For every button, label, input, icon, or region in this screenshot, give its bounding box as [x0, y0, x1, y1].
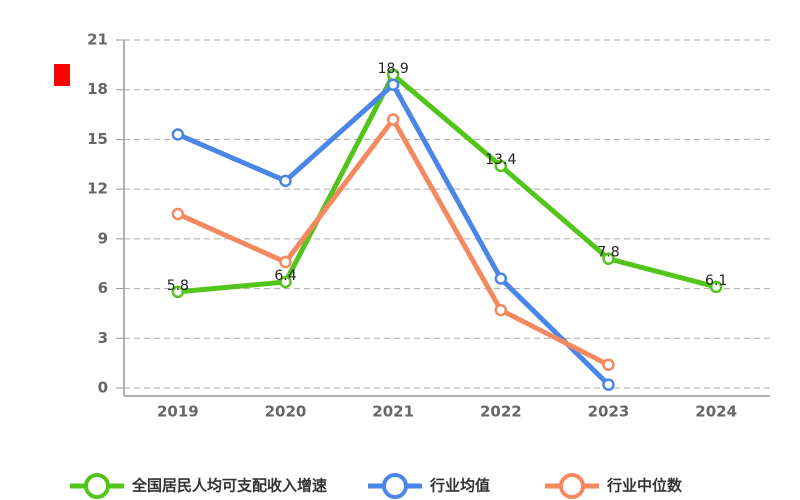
x-tick-label: 2023	[588, 403, 630, 421]
point	[494, 303, 508, 317]
point	[709, 280, 723, 294]
legend-marker	[84, 473, 110, 499]
data-label: 18.9	[378, 61, 409, 77]
legend-marker	[382, 473, 408, 499]
point	[279, 174, 292, 188]
y-tick-label: 3	[98, 329, 108, 347]
legend-label: 行业中位数	[606, 477, 683, 495]
point	[386, 113, 400, 126]
y-tick-label: 18	[87, 80, 108, 98]
y-tick-label: 6	[98, 279, 108, 297]
x-tick-label: 2021	[372, 403, 414, 421]
x-tick-label: 2022	[480, 403, 522, 421]
x-tick-label: 2024	[695, 403, 737, 421]
y-tick-label: 21	[87, 31, 108, 49]
y-tick-label: 15	[87, 130, 108, 148]
data-label: 6.4	[274, 268, 296, 284]
data-label: 5.8	[167, 278, 189, 294]
series-line	[177, 72, 717, 295]
data-label: 6.1	[705, 273, 727, 289]
point	[171, 285, 185, 299]
y-tick-label: 9	[98, 229, 108, 247]
data-label: 13.4	[485, 152, 516, 168]
legend-label: 行业均值	[429, 477, 490, 495]
axis-icon	[54, 64, 70, 86]
series-line	[176, 82, 611, 387]
series-line	[176, 117, 610, 368]
point	[171, 128, 185, 141]
point	[602, 358, 615, 372]
point	[602, 378, 615, 391]
point	[279, 255, 292, 269]
point	[494, 159, 508, 173]
y-tick-label: 12	[87, 180, 108, 198]
legend-marker	[559, 473, 585, 499]
legend-label: 全国居民人均可支配收入增速	[131, 477, 327, 495]
x-tick-label: 2020	[265, 403, 307, 421]
data-label: 7.8	[597, 245, 619, 261]
point	[602, 252, 615, 265]
point	[171, 207, 185, 221]
point	[494, 272, 508, 285]
point	[279, 275, 292, 289]
point	[386, 78, 400, 91]
x-tick-label: 2019	[157, 403, 199, 421]
y-tick-label: 0	[98, 379, 108, 397]
